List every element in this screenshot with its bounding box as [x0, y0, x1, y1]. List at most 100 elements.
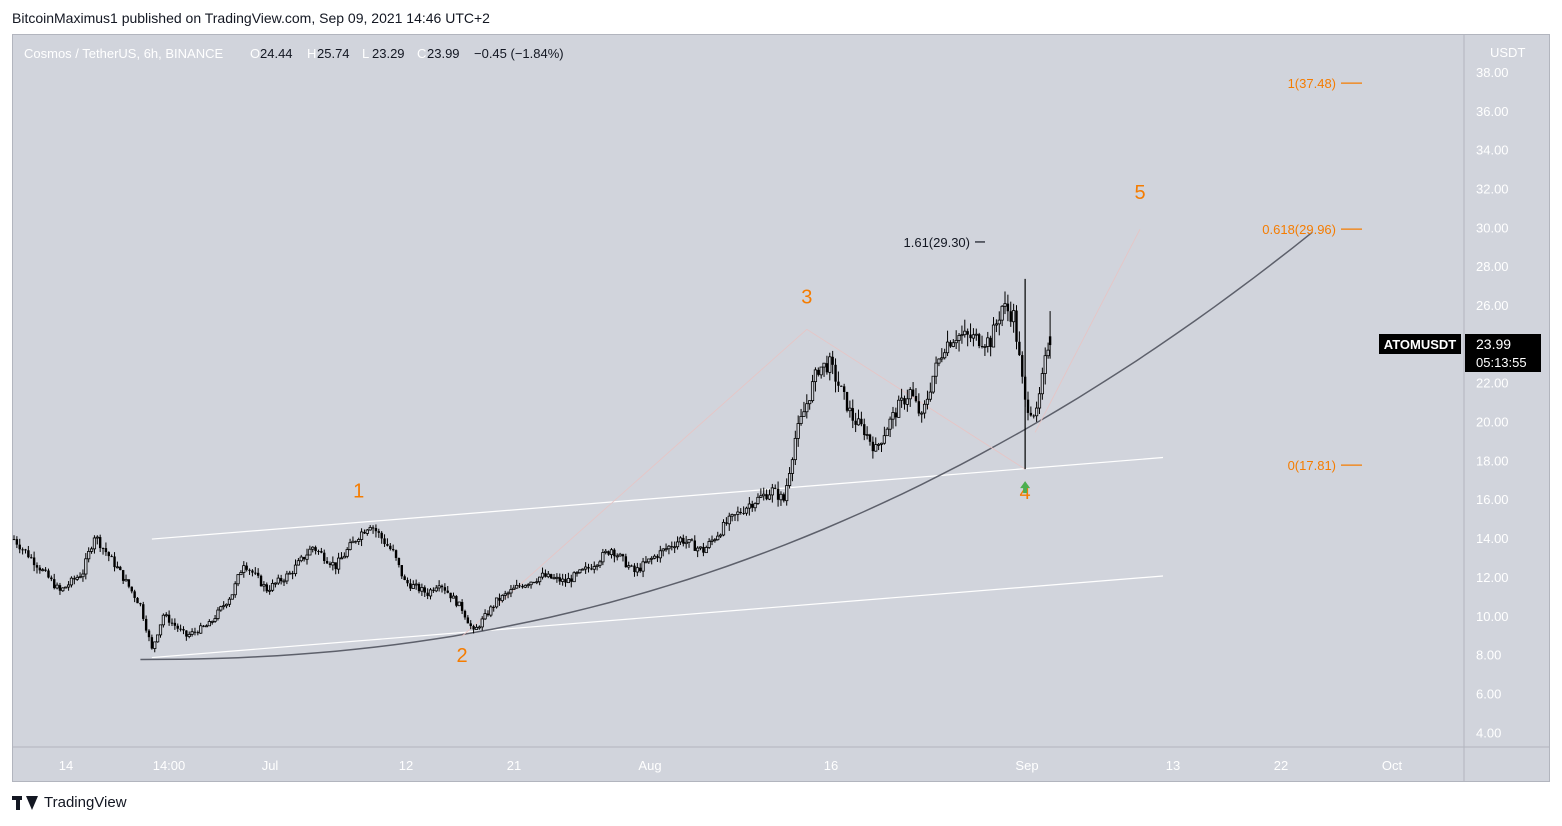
- footer-brand[interactable]: TradingView: [44, 794, 127, 811]
- candle: [871, 436, 875, 459]
- candle: [391, 544, 395, 552]
- candle: [466, 615, 470, 624]
- candle: [204, 624, 209, 628]
- fib-level-label: 0(17.81): [1288, 458, 1336, 473]
- candle: [521, 583, 524, 589]
- candle: [359, 528, 364, 547]
- candle: [971, 328, 976, 347]
- candle: [345, 547, 349, 559]
- close-value: 23.99: [427, 46, 460, 61]
- candle: [725, 517, 728, 526]
- candle: [678, 536, 683, 545]
- candle: [363, 529, 366, 534]
- candle: [397, 557, 401, 568]
- price-tick: 26.00: [1476, 298, 1509, 313]
- candle: [314, 545, 317, 555]
- candle: [868, 433, 872, 446]
- candle: [670, 541, 674, 551]
- candle: [630, 564, 633, 567]
- candle: [767, 489, 772, 501]
- price-axis[interactable]: 38.0036.0034.0032.0030.0028.0026.0024.00…: [1476, 65, 1509, 740]
- candle: [702, 542, 705, 557]
- candle: [552, 573, 556, 580]
- candle: [302, 556, 306, 562]
- candle: [296, 557, 300, 566]
- candle: [934, 356, 938, 385]
- candle: [863, 418, 866, 441]
- candle: [592, 561, 596, 574]
- candle: [437, 580, 441, 592]
- price-tick: 36.00: [1476, 104, 1509, 119]
- candle: [707, 538, 711, 550]
- candle: [179, 624, 182, 632]
- candle: [733, 513, 737, 521]
- candle: [607, 550, 610, 556]
- candle: [566, 572, 570, 584]
- candle: [248, 568, 251, 575]
- candle: [202, 624, 205, 628]
- candle: [492, 605, 495, 612]
- wave-label-2: 2: [457, 645, 468, 667]
- candle: [15, 536, 19, 549]
- chart-frame[interactable]: [12, 34, 1550, 782]
- wave-label-1: 1: [353, 481, 364, 503]
- candle: [383, 534, 386, 547]
- candle: [900, 388, 904, 408]
- candle: [808, 400, 812, 410]
- candle: [819, 366, 823, 379]
- candle: [673, 541, 677, 554]
- candle: [991, 317, 996, 348]
- candle: [851, 399, 854, 429]
- candle: [621, 553, 625, 562]
- candle: [334, 562, 337, 575]
- price-tick: 20.00: [1476, 415, 1509, 430]
- candle: [1003, 291, 1007, 315]
- candle: [759, 488, 763, 499]
- candle: [937, 358, 941, 367]
- candle: [721, 519, 726, 537]
- candle: [825, 355, 829, 375]
- candle: [601, 548, 605, 566]
- price-tick: 12.00: [1476, 570, 1509, 585]
- time-axis[interactable]: 14 14:00 Jul 12 21 Aug 16 Sep 13 22 Oct: [59, 758, 1403, 773]
- candle: [494, 597, 499, 609]
- candle: [690, 538, 694, 542]
- tradingview-logo-icon: [12, 795, 38, 810]
- candle: [667, 545, 671, 555]
- candle: [774, 484, 777, 490]
- candle: [262, 581, 266, 592]
- candle: [136, 597, 139, 604]
- candle: [951, 339, 955, 348]
- candle: [268, 585, 272, 595]
- candle: [489, 605, 493, 618]
- candle: [546, 570, 550, 579]
- candle: [558, 573, 561, 585]
- price-tick: 28.00: [1476, 259, 1509, 274]
- candle: [710, 535, 714, 546]
- candle: [449, 592, 452, 603]
- candle: [167, 610, 171, 626]
- time-tick: 14:00: [153, 758, 186, 773]
- candle: [1000, 305, 1004, 327]
- candle: [58, 582, 62, 595]
- time-tick: Sep: [1015, 758, 1038, 773]
- candle: [810, 374, 815, 403]
- candle: [107, 551, 110, 562]
- symbol-name[interactable]: Cosmos / TetherUS, 6h, BINANCE: [24, 46, 223, 61]
- candle: [139, 602, 142, 607]
- candle: [684, 535, 688, 549]
- candle: [719, 533, 723, 539]
- open-label: O: [250, 46, 260, 61]
- time-tick: Jul: [262, 758, 279, 773]
- candle: [12, 535, 16, 541]
- time-tick: 16: [824, 758, 838, 773]
- candle: [377, 528, 381, 538]
- candle: [1006, 294, 1010, 322]
- candle: [66, 581, 71, 591]
- candle: [837, 371, 840, 392]
- candle: [658, 545, 662, 563]
- candle: [282, 578, 286, 587]
- candle: [897, 395, 901, 418]
- candle: [730, 513, 734, 522]
